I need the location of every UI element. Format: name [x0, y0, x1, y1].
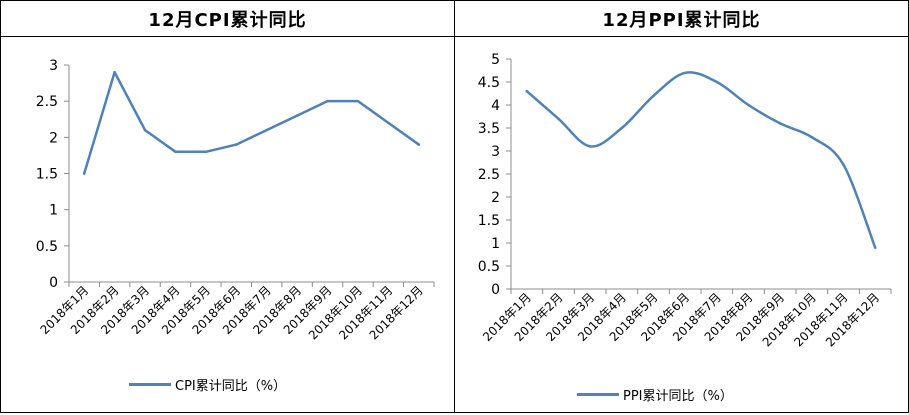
cpi-y-tick-label: 2.5 [36, 94, 58, 110]
ppi-data-point [652, 94, 655, 98]
ppi-y-tick-label: 3 [491, 144, 500, 160]
cpi-y-tick-label: 0.5 [36, 239, 58, 255]
cpi-legend: CPI累计同比（%） [129, 375, 286, 394]
ppi-y-tick-label: 4 [491, 98, 500, 114]
ppi-legend-swatch [577, 393, 619, 396]
cpi-y-tick-label: 1.5 [36, 167, 58, 183]
ppi-y-tick-label: 2 [491, 190, 500, 206]
cpi-data-point [82, 172, 86, 175]
ppi-series-line [525, 71, 877, 249]
ppi-data-point [588, 145, 592, 148]
ppi-data-point [525, 89, 529, 93]
cpi-data-point [234, 143, 238, 146]
ppi-y-tick-label: 2.5 [478, 167, 500, 183]
ppi-y-tick-label: 4.5 [478, 75, 500, 91]
cpi-y-tick-label: 2 [49, 130, 58, 146]
ppi-y-tick-label: 0.5 [478, 259, 500, 275]
cpi-data-point [295, 114, 299, 117]
ppi-data-point [557, 117, 560, 121]
cpi-data-point [417, 143, 421, 146]
cpi-data-point [174, 150, 177, 154]
ppi-chart-plot: 00.511.522.533.544.552018年1月2018年2月2018年… [478, 52, 892, 349]
cpi-data-point [356, 99, 360, 103]
ppi-data-point [620, 126, 624, 130]
ppi-data-point [715, 80, 719, 84]
cpi-data-point [265, 128, 269, 132]
cpi-data-point [326, 99, 329, 103]
ppi-y-tick-label: 5 [491, 52, 500, 68]
cpi-data-point [204, 150, 208, 154]
cpi-legend-label: CPI累计同比（%） [175, 379, 287, 394]
ppi-data-point [873, 246, 877, 249]
ppi-legend-label: PPI累计同比（%） [623, 389, 733, 404]
ppi-y-tick-label: 3.5 [478, 121, 500, 137]
ppi-y-tick-label: 1 [491, 236, 500, 252]
ppi-data-point [747, 103, 750, 107]
cpi-data-point [113, 70, 116, 74]
ppi-chart-title: 12月PPI累计同比 [455, 1, 908, 37]
ppi-data-point [842, 163, 845, 167]
cpi-chart-title: 12月CPI累计同比 [1, 1, 454, 37]
cpi-chart-panel: 12月CPI累计同比 0 0.5 1 1.5 2 2.5 3 2018年1月 2018年2月 20… [0, 0, 455, 413]
cpi-data-point [387, 121, 390, 125]
ppi-data-point [810, 135, 814, 139]
cpi-y-tick-label: 3 [49, 58, 58, 74]
ppi-chart-panel: 12月PPI累计同比 0 0.5 1 1.5 2 2.5 3 3.5 4 4.5 5 2018年1月 2… [454, 0, 909, 413]
ppi-data-point [778, 122, 782, 125]
ppi-y-tick-label: 0 [491, 282, 500, 298]
cpi-y-tick-label: 0 [49, 275, 58, 291]
cpi-legend-swatch [129, 383, 171, 386]
ppi-data-point [683, 71, 687, 75]
cpi-series-line [82, 70, 421, 175]
cpi-data-point [143, 128, 147, 132]
cpi-y-tick-label: 1 [49, 203, 58, 219]
ppi-legend: PPI累计同比（%） [577, 385, 733, 404]
cpi-chart-plot: 00.511.522.532018年1月2018年2月2018年3月2018年4… [36, 58, 435, 342]
ppi-y-tick-label: 1.5 [478, 213, 500, 229]
